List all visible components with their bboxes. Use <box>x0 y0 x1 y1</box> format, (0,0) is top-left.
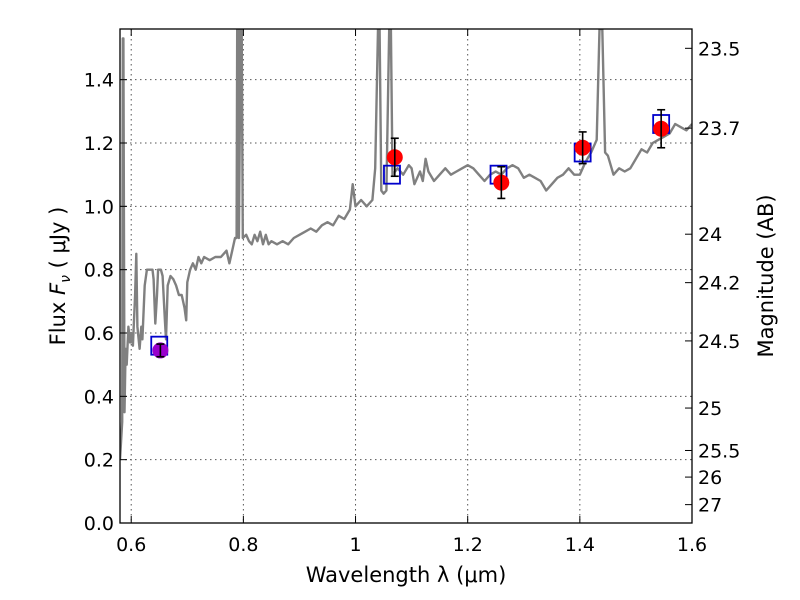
x-tick-label: 0.8 <box>228 534 258 556</box>
y-tick-label: 1.2 <box>84 133 114 155</box>
model-flux-box <box>383 164 401 185</box>
x-tick-label: 1 <box>349 534 361 556</box>
y2-tick-label: 24.5 <box>698 331 740 353</box>
y2-axis-label: Magnitude (AB) <box>754 194 778 357</box>
y-tick-label: 0.0 <box>84 513 114 535</box>
y-tick-label: 0.8 <box>84 260 114 282</box>
x-tick-label: 1.2 <box>453 534 483 556</box>
y-axis-label: Flux Fν ( μJy ) <box>46 207 74 346</box>
axis-ticks: 0.6 0.8 1 1.2 1.4 1.6 0.0 0.2 0.4 0.6 0.8 1.0 1.2 1.4… <box>84 29 740 556</box>
y-tick-label: 1.0 <box>84 196 114 218</box>
model-spectrum-line <box>120 29 692 460</box>
y2-tick-label: 26 <box>698 467 722 489</box>
y2-tick-label: 23.7 <box>698 118 740 140</box>
x-tick-label: 1.6 <box>677 534 707 556</box>
y2-tick-label: 25.5 <box>698 440 740 462</box>
y-tick-label: 1.4 <box>84 70 114 92</box>
y2-tick-label: 23.5 <box>698 38 740 60</box>
y-tick-label: 0.2 <box>84 450 114 472</box>
plot-frame <box>119 28 693 524</box>
x-tick-label: 0.6 <box>116 534 146 556</box>
x-axis-label: Wavelength λ (μm) <box>306 563 507 587</box>
y2-tick-label: 25 <box>698 398 722 420</box>
y-tick-label: 0.6 <box>84 323 114 345</box>
y2-tick-label: 27 <box>698 495 722 517</box>
model-spectrum-layer <box>120 29 692 460</box>
x-tick-label: 1.4 <box>565 534 595 556</box>
y2-tick-label: 24.2 <box>698 273 740 295</box>
y-tick-label: 0.4 <box>84 386 114 408</box>
y2-tick-label: 24 <box>698 224 722 246</box>
measurement-layer <box>152 108 670 359</box>
